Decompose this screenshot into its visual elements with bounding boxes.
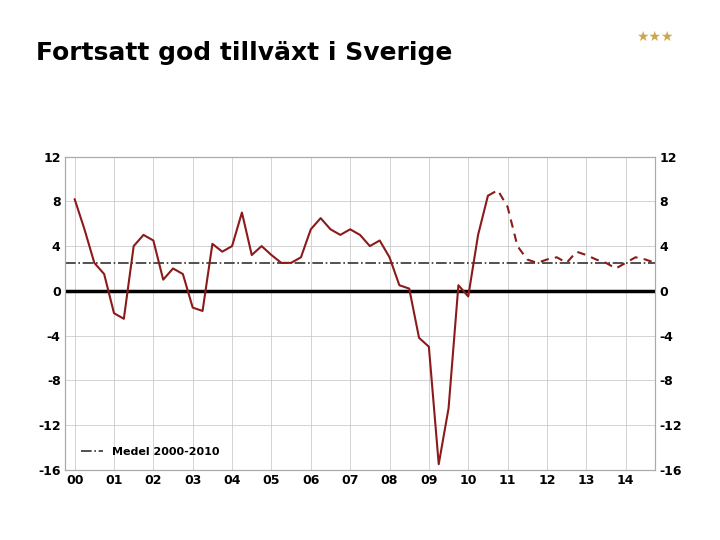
Text: ★★★: ★★★ (636, 30, 674, 44)
Text: RIKSBANK: RIKSBANK (633, 78, 678, 87)
Text: Fortsatt god tillväxt i Sverige: Fortsatt god tillväxt i Sverige (36, 41, 452, 65)
Text: SVERIGES: SVERIGES (634, 64, 676, 72)
Legend: Medel 2000-2010: Medel 2000-2010 (76, 442, 224, 461)
Text: Källor: SCB och Riksbanken: Källor: SCB och Riksbanken (579, 516, 713, 526)
Text: BNP, kvartalsförändringar i procent uppräknat till årstakt, säsongsrensade data: BNP, kvartalsförändringar i procent uppr… (7, 515, 397, 527)
